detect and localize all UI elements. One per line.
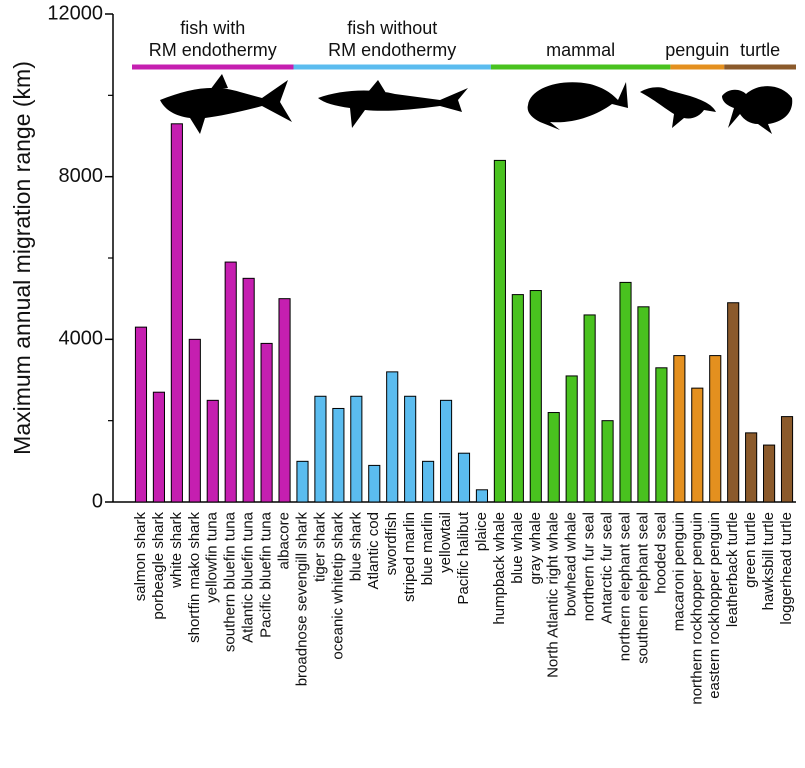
bar — [314, 395, 327, 503]
bar — [780, 416, 794, 503]
bar — [134, 326, 148, 503]
bar — [601, 420, 614, 503]
x-tick-label: Atlantic cod — [365, 512, 382, 590]
legend-label: fish with — [180, 18, 245, 38]
x-tick-label: blue shark — [347, 512, 364, 582]
y-tick-label: 12000 — [47, 2, 103, 24]
x-tick-label: hawksbill turtle — [760, 512, 777, 610]
x-tick-label: striped marlin — [401, 512, 418, 602]
x-tick-label: salmon shark — [132, 512, 149, 602]
y-tick-label: 0 — [92, 490, 103, 512]
bar — [170, 123, 183, 503]
x-tick-label: yellowfin tuna — [204, 511, 221, 603]
bar — [278, 298, 291, 503]
bar — [691, 387, 704, 503]
bar — [709, 355, 722, 503]
bar — [673, 355, 686, 503]
x-tick-label: Pacific halibut — [455, 511, 472, 604]
bar — [206, 399, 219, 503]
x-tick-label: humpback whale — [491, 512, 508, 625]
x-tick-label: loggerhead turtle — [778, 512, 795, 625]
x-tick-label: gray whale — [527, 512, 544, 585]
x-tick-label: macaroni penguin — [670, 512, 687, 631]
bar — [547, 412, 560, 503]
legend-label: penguin — [665, 40, 729, 60]
x-tick-label: porbeagle shark — [150, 512, 167, 620]
bar — [296, 460, 309, 503]
x-tick-label: blue whale — [509, 512, 526, 584]
x-tick-label: hooded seal — [652, 512, 669, 594]
x-tick-label: white shark — [168, 512, 185, 589]
x-tick-label: North Atlantic right whale — [545, 512, 562, 678]
x-tick-label: yellowtail — [437, 512, 454, 573]
bar — [242, 277, 255, 503]
bar — [529, 290, 542, 503]
y-tick-label: 4000 — [59, 328, 104, 350]
bar — [368, 464, 381, 503]
x-tick-label: eastern rockhopper penguin — [706, 512, 723, 699]
x-tick-label: swordfish — [383, 512, 400, 575]
bar — [439, 399, 453, 503]
bar — [457, 452, 471, 503]
legend-label: fish without — [347, 18, 437, 38]
whale-icon — [527, 82, 628, 130]
bar — [565, 375, 578, 503]
bar — [493, 159, 506, 503]
x-tick-label: northern elephant seal — [616, 512, 633, 661]
x-tick-label: tiger shark — [311, 512, 328, 583]
silhouettes — [160, 74, 793, 134]
legend-label: RM endothermy — [149, 40, 277, 60]
bar — [350, 395, 363, 503]
bar — [583, 314, 596, 503]
shark-icon — [160, 74, 292, 134]
y-axis-label: Maximum annual migration range (km) — [9, 61, 35, 455]
x-tick-label: leatherback turtle — [724, 512, 741, 627]
x-tick-label: blue marlin — [419, 512, 436, 585]
x-tick-label: northern rockhopper penguin — [688, 512, 705, 705]
legend-label: mammal — [546, 40, 615, 60]
x-tick-label: green turtle — [742, 512, 759, 588]
x-tick-label: albacore — [276, 512, 293, 570]
bar — [745, 432, 758, 503]
x-tick-label: Antarctic fur seal — [599, 512, 616, 624]
bar — [637, 306, 650, 503]
x-tick-label: southern bluefin tuna — [222, 511, 239, 652]
bar — [655, 367, 668, 503]
bar — [152, 391, 165, 503]
x-tick-label: plaice — [473, 512, 490, 551]
bar — [475, 489, 489, 503]
legend-label: turtle — [740, 40, 780, 60]
bar — [224, 261, 237, 503]
x-tick-label: northern fur seal — [581, 512, 598, 621]
bar — [404, 395, 417, 503]
x-tick-label: bowhead whale — [563, 512, 580, 616]
x-tick-label: broadnose sevengill shark — [293, 512, 310, 687]
bar — [727, 302, 740, 503]
x-tick-label: southern elephant seal — [634, 512, 651, 664]
x-tick-label: shortfin mako shark — [186, 512, 203, 643]
turtle-icon — [722, 86, 793, 134]
bar — [188, 338, 201, 503]
penguin-icon — [640, 87, 716, 128]
x-tick-label: oceanic whitetip shark — [329, 512, 346, 660]
x-tick-label: Pacific bluefin tuna — [258, 511, 275, 638]
bar — [619, 281, 632, 503]
x-tick-label: Atlantic bluefin tuna — [240, 511, 257, 643]
bar — [260, 342, 273, 503]
bar — [511, 294, 524, 503]
bar — [386, 371, 399, 503]
shark-icon — [318, 80, 468, 128]
y-tick-label: 8000 — [59, 165, 104, 187]
bar — [422, 460, 435, 503]
bar — [763, 444, 776, 503]
legend-label: RM endothermy — [328, 40, 456, 60]
bar — [332, 407, 345, 503]
